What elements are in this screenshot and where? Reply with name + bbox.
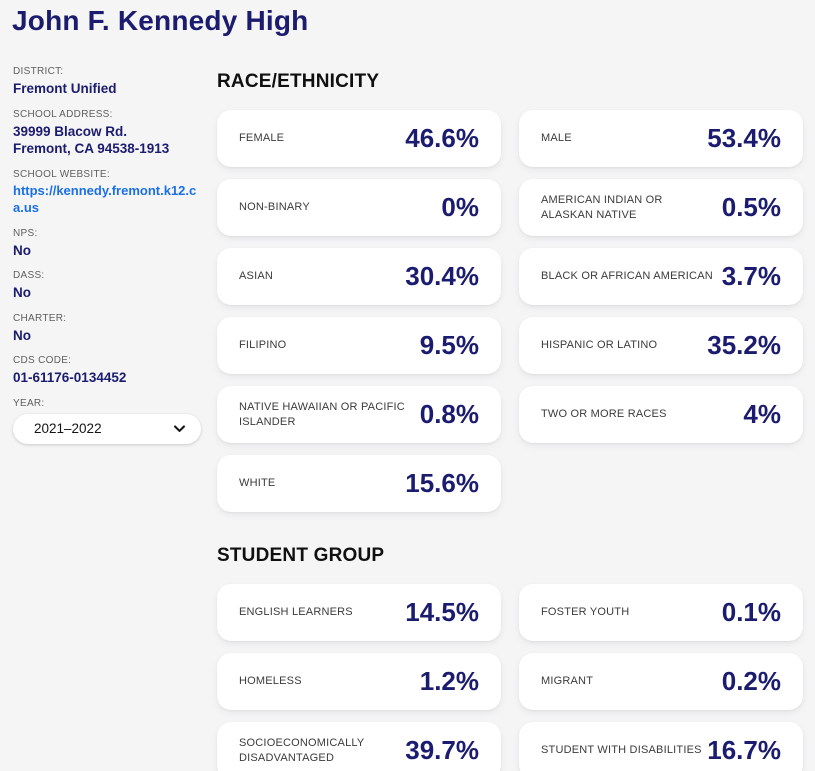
sidebar-field-label: DASS: [13,270,45,282]
sidebar-field-value: No [13,285,31,301]
stat-card: MALE 53.4% [519,110,803,167]
stat-card-value: 0.8% [419,399,479,429]
sidebar-field-label: CHARTER: [13,312,67,324]
stat-card-label: SOCIOECONOMICALLY DISADVANTAGED [239,737,365,764]
section-heading: STUDENT GROUP [217,545,385,566]
stat-card-value: 0.5% [721,192,781,222]
sidebar-field-label: NPS: [13,227,38,239]
stat-card-label: NON-BINARY [239,201,310,214]
stat-card-label: BLACK OR AFRICAN AMERICAN [541,270,713,283]
stat-card-label: AMERICAN INDIAN OR ALASKAN NATIVE [541,194,663,221]
stat-card-value: 0.2% [721,666,781,696]
main-content: RACE/ETHNICITY FEMALE 46.6% MALE 53.4% N… [205,37,815,771]
year-selected-value: 2021–2022 [34,421,102,437]
stat-card: BLACK OR AFRICAN AMERICAN 3.7% [519,248,803,305]
stat-card-label: TWO OR MORE RACES [541,408,667,421]
sidebar-field-value: 39999 Blacow Rd. [13,123,128,139]
stat-card-value: 9.5% [419,330,479,360]
stat-card: NON-BINARY 0% [217,179,501,236]
stat-card-label: FOSTER YOUTH [541,606,630,619]
sidebar-field: CDS CODE: 01-61176-0134452 [13,355,201,387]
stat-card: HISPANIC OR LATINO 35.2% [519,317,803,374]
stat-card: SOCIOECONOMICALLY DISADVANTAGED 39.7% [217,722,501,771]
stat-card-value: 1.2% [419,666,479,696]
stats-section: STUDENT GROUP ENGLISH LEARNERS 14.5% FOS… [217,545,803,771]
sidebar-field-value: 01-61176-0134452 [13,370,127,386]
stat-card: NATIVE HAWAIIAN OR PACIFIC ISLANDER 0.8% [217,386,501,443]
stat-card-label: FILIPINO [239,339,287,352]
sidebar-field: DASS: No [13,270,201,302]
card-grid: FEMALE 46.6% MALE 53.4% NON-BINARY 0% AM… [217,110,803,512]
stat-card: STUDENT WITH DISABILITIES 16.7% [519,722,803,771]
sidebar-field: SCHOOL WEBSITE: https://kennedy.fremont.… [13,169,201,217]
sidebar: DISTRICT: Fremont Unified SCHOOL ADDRESS… [0,37,205,455]
sidebar-field-label: DISTRICT: [13,66,64,77]
sidebar-field-value: No [13,327,31,343]
stat-card-label: MALE [541,132,572,145]
stat-card-label: WHITE [239,477,276,490]
stat-card-value: 3.7% [721,261,781,291]
stat-card-value: 39.7% [405,735,479,765]
sidebar-field-label: SCHOOL WEBSITE: [13,168,110,180]
section-heading: RACE/ETHNICITY [217,71,380,92]
sidebar-field: DISTRICT: Fremont Unified [13,66,201,98]
stat-card: FILIPINO 9.5% [217,317,501,374]
sidebar-field-label: CDS CODE: [13,355,72,367]
stat-card: AMERICAN INDIAN OR ALASKAN NATIVE 0.5% [519,179,803,236]
year-label: YEAR: [13,397,45,409]
stat-card: TWO OR MORE RACES 4% [519,386,803,443]
stat-card: ENGLISH LEARNERS 14.5% [217,584,501,641]
stat-card: FOSTER YOUTH 0.1% [519,584,803,641]
sidebar-field-label: SCHOOL ADDRESS: [13,108,113,120]
stat-card: ASIAN 30.4% [217,248,501,305]
stat-card-label: NATIVE HAWAIIAN OR PACIFIC ISLANDER [239,401,405,428]
page-title: John F. Kennedy High [12,5,309,36]
chevron-down-icon [173,422,186,435]
stat-card-label: FEMALE [239,132,285,145]
stat-card: MIGRANT 0.2% [519,653,803,710]
stat-card: HOMELESS 1.2% [217,653,501,710]
sidebar-field-list: DISTRICT: Fremont Unified SCHOOL ADDRESS… [13,66,201,387]
stat-card-value: 0.1% [721,597,781,627]
stat-card-value: 0% [441,192,479,222]
page-header: John F. Kennedy High [0,0,815,37]
main-layout: DISTRICT: Fremont Unified SCHOOL ADDRESS… [0,37,815,771]
stat-card-value: 14.5% [405,597,479,627]
sidebar-field: SCHOOL ADDRESS: 39999 Blacow Rd. Fremont,… [13,109,201,158]
stat-card-value: 46.6% [405,123,479,153]
stat-card-value: 30.4% [405,261,479,291]
sidebar-field: CHARTER: No [13,313,201,345]
school-website-link[interactable]: https://kennedy.fremont.k12.ca.us [13,182,197,215]
stat-card-value: 15.6% [405,468,479,498]
stat-card-label: HOMELESS [239,675,302,688]
sidebar-field: NPS: No [13,228,201,260]
stat-card-label: HISPANIC OR LATINO [541,339,658,352]
stat-card-label: ENGLISH LEARNERS [239,606,353,619]
stat-card-label: MIGRANT [541,675,594,688]
year-select[interactable]: 2021–2022 [13,413,201,444]
stat-card-label: ASIAN [239,270,274,283]
sidebar-field-value: No [13,242,31,258]
stat-card-value: 16.7% [707,735,781,765]
stat-card-value: 35.2% [707,330,781,360]
stat-card-label: STUDENT WITH DISABILITIES [541,744,702,757]
stat-card: FEMALE 46.6% [217,110,501,167]
stat-card-value: 4% [743,399,781,429]
sidebar-field-value: Fremont, CA 94538-1913 [13,141,170,157]
card-grid: ENGLISH LEARNERS 14.5% FOSTER YOUTH 0.1%… [217,584,803,771]
year-field: YEAR: 2021–2022 [13,398,201,444]
sidebar-field-value: Fremont Unified [13,81,117,96]
stats-section: RACE/ETHNICITY FEMALE 46.6% MALE 53.4% N… [217,71,803,512]
stat-card-value: 53.4% [707,123,781,153]
stat-card: WHITE 15.6% [217,455,501,512]
